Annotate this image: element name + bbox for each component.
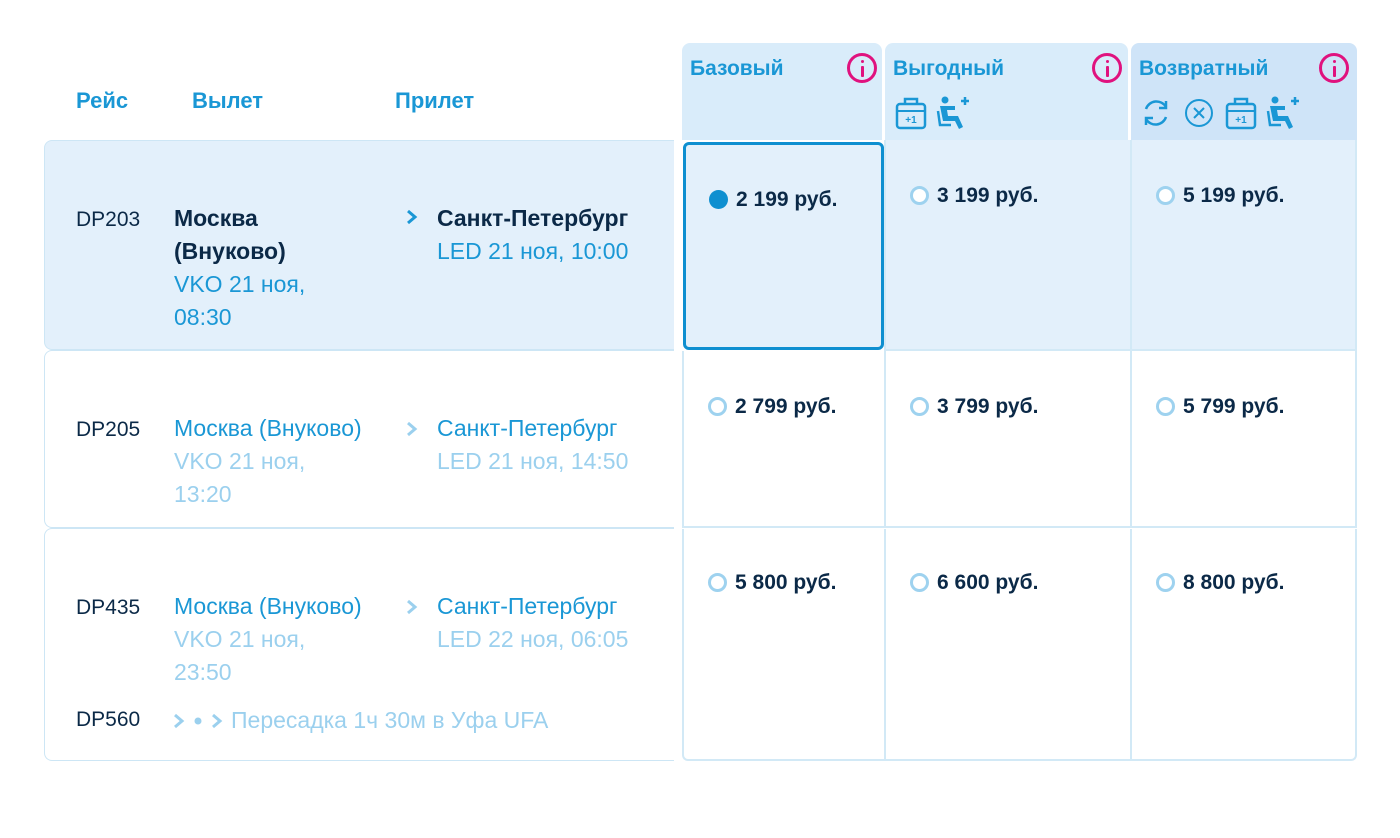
tariff-header-profitable: Выгодный +1: [885, 43, 1128, 140]
arrival-city: Санкт-Петербург: [437, 205, 629, 231]
fare-price: 8 800 руб.: [1156, 571, 1284, 595]
tariff-header-refundable: Возвратный +1: [1131, 43, 1357, 140]
flight-number: DP203: [76, 208, 141, 231]
transfer-info: Пересадка 1ч 30м в Уфа UFA: [231, 707, 549, 733]
fare-price: 3 799 руб.: [910, 395, 1038, 419]
flight-row-dp435[interactable]: DP435 Москва (Внуково) VKO 21 ноя, 23:50…: [44, 528, 674, 761]
fare-price: 2 199 руб.: [709, 188, 837, 212]
tariff-name: Базовый: [690, 57, 784, 80]
flight-row-dp205[interactable]: DP205 Москва (Внуково) VKO 21 ноя, 13:20…: [44, 350, 674, 528]
radio-unselected[interactable]: [708, 397, 727, 416]
radio-unselected[interactable]: [910, 573, 929, 592]
fare-option-dp205-basic[interactable]: 2 799 руб.: [682, 351, 884, 528]
baggage-plus-one-icon: +1: [895, 97, 927, 130]
info-icon[interactable]: [1092, 53, 1122, 83]
seat-selection-icon: [1266, 96, 1299, 129]
radio-selected: [709, 190, 728, 209]
fare-price: 6 600 руб.: [910, 571, 1038, 595]
fare-option-dp205-refundable[interactable]: 5 799 руб.: [1130, 351, 1357, 528]
radio-unselected[interactable]: [1156, 397, 1175, 416]
fare-option-dp203-refundable[interactable]: 5 199 руб.: [1130, 140, 1357, 351]
arrival-city: Санкт-Петербург: [437, 415, 618, 441]
tariff-name: Возвратный: [1139, 57, 1269, 80]
seat-selection-icon: [936, 96, 969, 129]
info-icon[interactable]: [847, 53, 877, 83]
fare-price: 3 199 руб.: [910, 184, 1038, 208]
fare-price: 5 199 руб.: [1156, 184, 1284, 208]
departure-city: Москва (Внуково): [174, 593, 362, 619]
departure-detail: VKO 21 ноя, 23:50: [174, 626, 306, 685]
svg-text:+1: +1: [1235, 115, 1247, 126]
radio-unselected[interactable]: [1156, 186, 1175, 205]
fare-price: 2 799 руб.: [708, 395, 836, 419]
fare-option-dp435-refundable[interactable]: 8 800 руб.: [1130, 529, 1357, 761]
info-icon[interactable]: [1319, 53, 1349, 83]
chevron-right-icon: [407, 599, 418, 615]
flight-row-dp203[interactable]: DP203 Москва (Внуково) VKO 21 ноя, 08:30…: [44, 140, 674, 350]
radio-unselected[interactable]: [708, 573, 727, 592]
arrival-detail: LED 22 ноя, 06:05: [437, 626, 629, 652]
fare-option-dp435-profitable[interactable]: 6 600 руб.: [884, 529, 1130, 761]
departure-city: Москва (Внуково): [174, 205, 286, 264]
tariff-header-basic: Базовый: [682, 43, 882, 140]
tariff-name: Выгодный: [893, 57, 1004, 80]
chevron-right-icon: [407, 209, 418, 225]
radio-unselected[interactable]: [910, 397, 929, 416]
connecting-flight-number: DP560: [76, 708, 141, 731]
fare-option-dp435-basic[interactable]: 5 800 руб.: [682, 529, 884, 761]
baggage-plus-one-icon: +1: [1225, 97, 1257, 130]
flight-number: DP435: [76, 596, 141, 619]
arrival-detail: LED 21 ноя, 14:50: [437, 448, 629, 474]
refund-icon: [1144, 100, 1168, 126]
fare-option-dp203-basic[interactable]: 2 199 руб.: [683, 142, 884, 350]
fare-price: 5 800 руб.: [708, 571, 836, 595]
transfer-route-icon: [174, 713, 223, 729]
arrival-city: Санкт-Петербург: [437, 593, 618, 619]
departure-detail: VKO 21 ноя, 13:20: [174, 448, 306, 507]
radio-unselected[interactable]: [1156, 573, 1175, 592]
column-header-flight: Рейс: [76, 88, 129, 113]
arrival-detail: LED 21 ноя, 10:00: [437, 238, 629, 264]
fare-price: 5 799 руб.: [1156, 395, 1284, 419]
fare-option-dp203-profitable[interactable]: 3 199 руб.: [884, 140, 1130, 351]
radio-unselected[interactable]: [910, 186, 929, 205]
chevron-right-icon: [407, 421, 418, 437]
departure-detail: VKO 21 ноя, 08:30: [174, 271, 306, 330]
fare-option-dp205-profitable[interactable]: 3 799 руб.: [884, 351, 1130, 528]
departure-city: Москва (Внуково): [174, 415, 362, 441]
column-header-departure: Вылет: [192, 88, 264, 113]
svg-text:+1: +1: [905, 115, 917, 126]
cancel-circle-icon: [1185, 99, 1213, 127]
column-header-arrival: Прилет: [395, 88, 475, 113]
flight-number: DP205: [76, 418, 141, 441]
